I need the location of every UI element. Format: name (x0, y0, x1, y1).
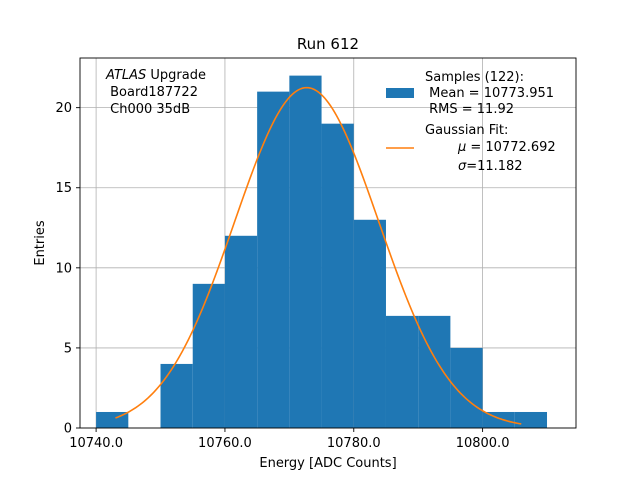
x-axis-label: Energy [ADC Counts] (259, 456, 396, 471)
x-axis-ticks: 10740.0 10760.0 10780.0 10800.0 (69, 428, 509, 451)
annotation-board: Board187722 (106, 85, 198, 100)
legend-samples-mean: Mean = 10773.951 (425, 86, 554, 101)
legend-samples-title: Samples (122): (425, 70, 524, 85)
legend-sigma-value: =11.182 (466, 159, 522, 174)
histogram-bar (385, 315, 419, 428)
chart-title: Run 612 (297, 35, 359, 53)
legend: Samples (122): Mean = 10773.951 RMS = 11… (386, 70, 576, 174)
atlas-annotation: ATLAS Upgrade Board187722 Ch000 35dB (105, 68, 206, 117)
annotation-upgrade: Upgrade (146, 68, 206, 83)
histogram-bar (160, 363, 193, 428)
annotation-channel: Ch000 35dB (106, 102, 190, 117)
x-tick-label: 10800.0 (456, 436, 510, 451)
histogram-bar (482, 411, 515, 428)
y-tick-label: 0 (64, 422, 72, 437)
histogram-bar (257, 91, 290, 429)
legend-sigma-symbol: σ (458, 159, 467, 174)
y-axis-label: Entries (33, 220, 48, 266)
legend-mu-symbol: μ (457, 140, 466, 155)
legend-samples-rms: RMS = 11.92 (425, 102, 514, 117)
histogram-bar (353, 219, 386, 428)
histogram-bar (321, 123, 354, 429)
annotation-atlas: ATLAS (105, 68, 146, 83)
x-tick-label: 10780.0 (327, 436, 381, 451)
histogram-bar (418, 315, 451, 428)
y-tick-label: 20 (55, 101, 72, 116)
plot-frame (79, 57, 577, 429)
y-tick-label: 5 (64, 341, 72, 356)
histogram-bar (289, 75, 322, 428)
legend-fit-sigma: σ=11.182 (429, 159, 543, 174)
histogram-bar (224, 235, 258, 428)
legend-fit-mu: μ = 10772.692 (429, 140, 576, 155)
gaussian-fit (115, 86, 522, 425)
legend-fit-title: Gaussian Fit: (425, 123, 508, 138)
legend-samples-swatch (386, 88, 414, 98)
histogram-bar (514, 411, 548, 428)
y-axis-ticks: 0 5 10 15 20 (55, 101, 80, 437)
histogram-bar (192, 283, 225, 428)
x-tick-label: 10740.0 (69, 436, 123, 451)
legend-mu-value: = 10772.692 (466, 140, 555, 155)
gaussian-fit-curve (115, 86, 522, 425)
x-tick-label: 10760.0 (198, 436, 252, 451)
y-tick-label: 15 (55, 181, 72, 196)
annotation-line-1: ATLAS Upgrade (105, 68, 206, 83)
y-tick-label: 10 (55, 261, 72, 276)
